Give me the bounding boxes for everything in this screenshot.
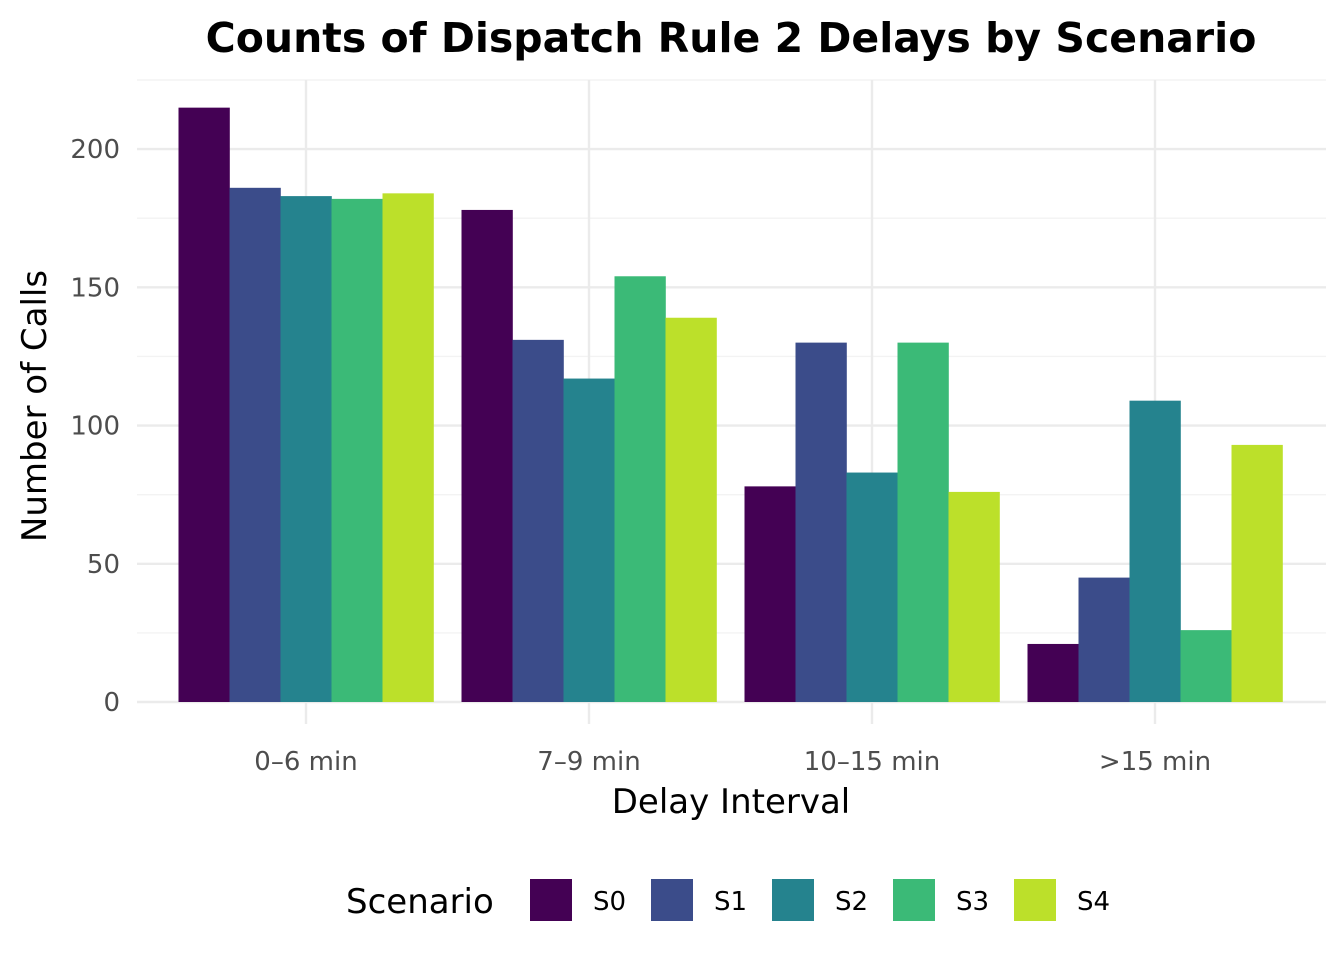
bar-s2-1 [280, 196, 332, 702]
bar-s4-1 [382, 193, 434, 702]
y-axis-title: Number of Calls [15, 270, 55, 542]
bar-s3-2 [614, 276, 666, 702]
legend-key-s2 [772, 879, 814, 921]
legend-label-s3: S3 [956, 887, 989, 917]
bar-s1-3 [795, 342, 847, 702]
bar-s1-1 [229, 187, 281, 702]
legend-title: Scenario [346, 882, 494, 922]
bars [178, 107, 1283, 703]
bar-s0-3 [744, 486, 796, 702]
legend: Scenario S0 S1 S2 S3 S4 [346, 879, 1110, 922]
x-axis-title: Delay Interval [612, 782, 851, 822]
bar-s2-4 [1129, 400, 1181, 702]
bar-s4-3 [948, 491, 1000, 702]
legend-key-s3 [893, 879, 935, 921]
chart-title: Counts of Dispatch Rule 2 Delays by Scen… [206, 14, 1257, 62]
legend-label-s0: S0 [593, 887, 626, 917]
y-tick-label: 200 [70, 135, 120, 165]
legend-label-s2: S2 [835, 887, 868, 917]
legend-key-s1 [651, 879, 693, 921]
y-axis-ticks: 0 50 100 150 200 [70, 135, 120, 718]
bar-s4-2 [665, 317, 717, 702]
bar-s0-2 [461, 209, 513, 702]
bar-s0-4 [1027, 643, 1079, 702]
bar-s3-1 [331, 198, 383, 703]
bar-s0-1 [178, 107, 230, 702]
bar-s4-4 [1231, 444, 1283, 702]
bar-s1-2 [512, 339, 564, 702]
legend-label-s4: S4 [1077, 887, 1110, 917]
legend-key-s4 [1014, 879, 1056, 921]
x-tick-label: 0–6 min [254, 747, 357, 777]
x-tick-label: >15 min [1099, 747, 1211, 777]
bar-s3-3 [897, 342, 949, 702]
bar-s1-4 [1078, 577, 1130, 702]
bar-s2-2 [563, 378, 615, 702]
y-tick-label: 0 [103, 688, 120, 718]
x-axis-ticks: 0–6 min 7–9 min 10–15 min >15 min [254, 702, 1211, 777]
y-tick-label: 100 [70, 412, 120, 442]
x-tick-label: 10–15 min [804, 747, 940, 777]
bar-s2-3 [846, 472, 898, 702]
legend-key-s0 [530, 879, 572, 921]
x-tick-label: 7–9 min [537, 747, 640, 777]
y-tick-label: 50 [87, 550, 120, 580]
bar-s3-4 [1180, 630, 1232, 702]
legend-label-s1: S1 [714, 887, 747, 917]
y-tick-label: 150 [70, 273, 120, 303]
